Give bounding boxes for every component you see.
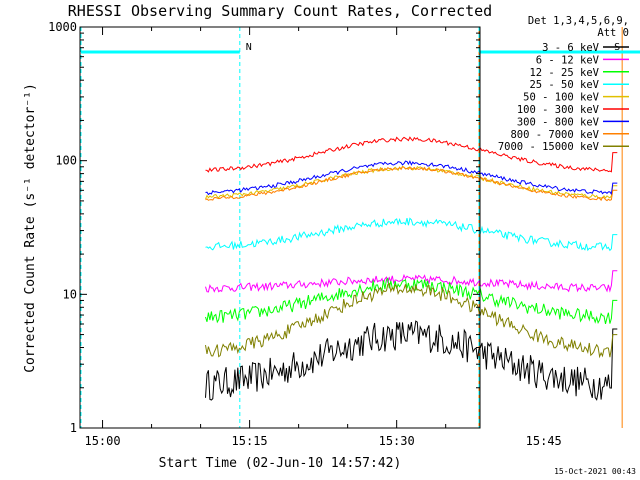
legend-label: 100 - 300 keV: [517, 104, 600, 116]
legend-label: 7000 - 15000 keV: [498, 141, 600, 153]
x-tick-label: 15:45: [526, 434, 562, 448]
series-layer: [205, 136, 618, 401]
y-tick-label: 100: [55, 154, 77, 168]
series-line: [205, 160, 618, 196]
legend-header-attenuator: Att 0: [597, 27, 629, 39]
legend-label: 800 - 7000 keV: [510, 129, 599, 141]
x-tick-label: 15:00: [84, 434, 120, 448]
x-tick-label: 15:30: [379, 434, 415, 448]
legend-header-detectors: Det 1,3,4,5,6,9,: [528, 15, 629, 27]
legend-label: 25 - 50 keV: [529, 79, 599, 91]
y-tick-label: 1000: [48, 20, 77, 34]
plot-frame: [79, 26, 481, 429]
x-tick-label: 15:15: [232, 434, 268, 448]
legend-label: 6 - 12 keV: [536, 54, 600, 66]
legend-label: 300 - 800 keV: [517, 116, 600, 128]
y-axis-ticks: 1 10 100 1000: [48, 20, 480, 435]
legend-label: 50 - 100 keV: [523, 92, 600, 104]
render-timestamp: 15-Oct-2021 00:43: [554, 467, 636, 476]
series-line: [205, 165, 618, 200]
series-line: [205, 320, 618, 401]
legend-label: 3 - 6 keV: [542, 42, 600, 54]
x-axis-label: Start Time (02-Jun-10 14:57:42): [159, 456, 402, 471]
y-tick-label: 1: [70, 421, 77, 435]
legend-label: 12 - 25 keV: [529, 67, 599, 79]
y-tick-label: 10: [63, 287, 77, 301]
series-line: [205, 270, 618, 293]
observing-flags: NS: [80, 27, 640, 428]
series-line: [205, 277, 618, 325]
series-line: [205, 165, 618, 202]
series-line: [205, 282, 618, 359]
series-line: [205, 136, 618, 173]
chart-title: RHESSI Observing Summary Count Rates, Co…: [68, 2, 492, 20]
series-line: [205, 217, 618, 252]
y-axis-label: Corrected Count Rate (s⁻¹ detector⁻¹): [23, 83, 38, 373]
flag-label: N: [246, 42, 252, 53]
